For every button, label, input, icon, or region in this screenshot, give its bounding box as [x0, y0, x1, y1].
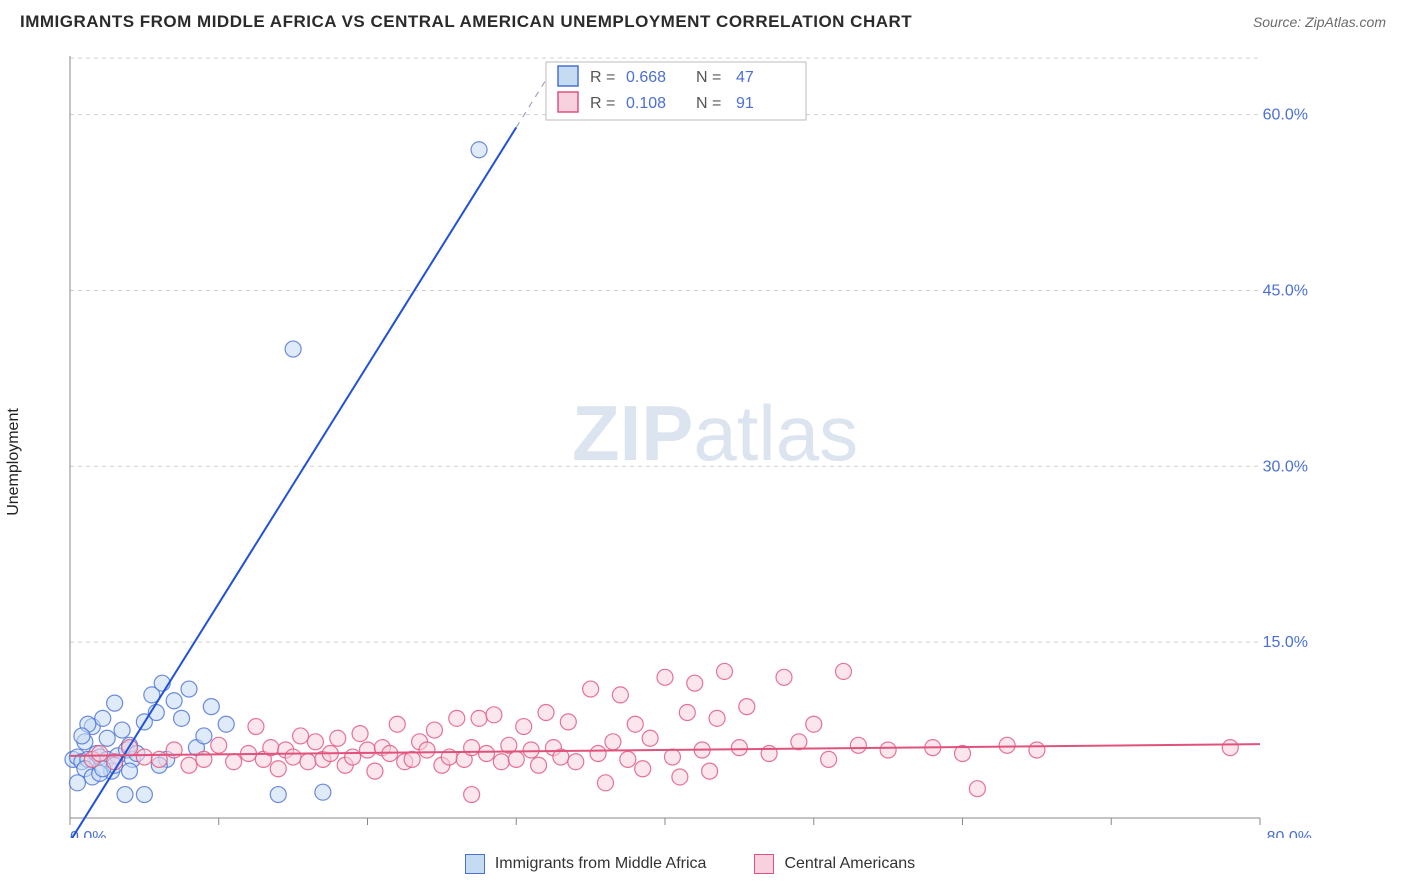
svg-text:45.0%: 45.0% [1263, 282, 1308, 299]
legend-bottom: Immigrants from Middle Africa Central Am… [64, 846, 1316, 882]
source-label: Source: ZipAtlas.com [1253, 14, 1386, 30]
svg-text:R =: R = [590, 69, 615, 86]
svg-text:N =: N = [696, 69, 721, 86]
svg-text:15.0%: 15.0% [1263, 634, 1308, 651]
svg-text:0.668: 0.668 [626, 69, 666, 86]
legend-label: Immigrants from Middle Africa [495, 855, 707, 873]
svg-text:0.108: 0.108 [626, 95, 666, 112]
chart-container: Unemployment 15.0%30.0%45.0%60.0%ZIPatla… [20, 42, 1386, 882]
legend-item-pink: Central Americans [754, 854, 915, 874]
svg-text:91: 91 [736, 95, 754, 112]
legend-item-blue: Immigrants from Middle Africa [465, 854, 707, 874]
chart-title: IMMIGRANTS FROM MIDDLE AFRICA VS CENTRAL… [20, 12, 912, 32]
plot-area: 15.0%30.0%45.0%60.0%ZIPatlas0.0%80.0%R =… [64, 50, 1316, 838]
svg-text:47: 47 [736, 69, 754, 86]
svg-text:N =: N = [696, 95, 721, 112]
y-axis-label: Unemployment [5, 408, 23, 516]
svg-text:30.0%: 30.0% [1263, 458, 1308, 475]
header: IMMIGRANTS FROM MIDDLE AFRICA VS CENTRAL… [0, 0, 1406, 36]
svg-text:60.0%: 60.0% [1263, 107, 1308, 124]
svg-text:80.0%: 80.0% [1267, 829, 1312, 838]
scatter-chart: 15.0%30.0%45.0%60.0%ZIPatlas0.0%80.0%R =… [64, 50, 1316, 838]
legend-swatch-pink [754, 854, 774, 874]
svg-text:R =: R = [590, 95, 615, 112]
legend-swatch-blue [465, 854, 485, 874]
legend-label: Central Americans [784, 855, 915, 873]
svg-text:ZIPatlas: ZIPatlas [572, 389, 858, 477]
